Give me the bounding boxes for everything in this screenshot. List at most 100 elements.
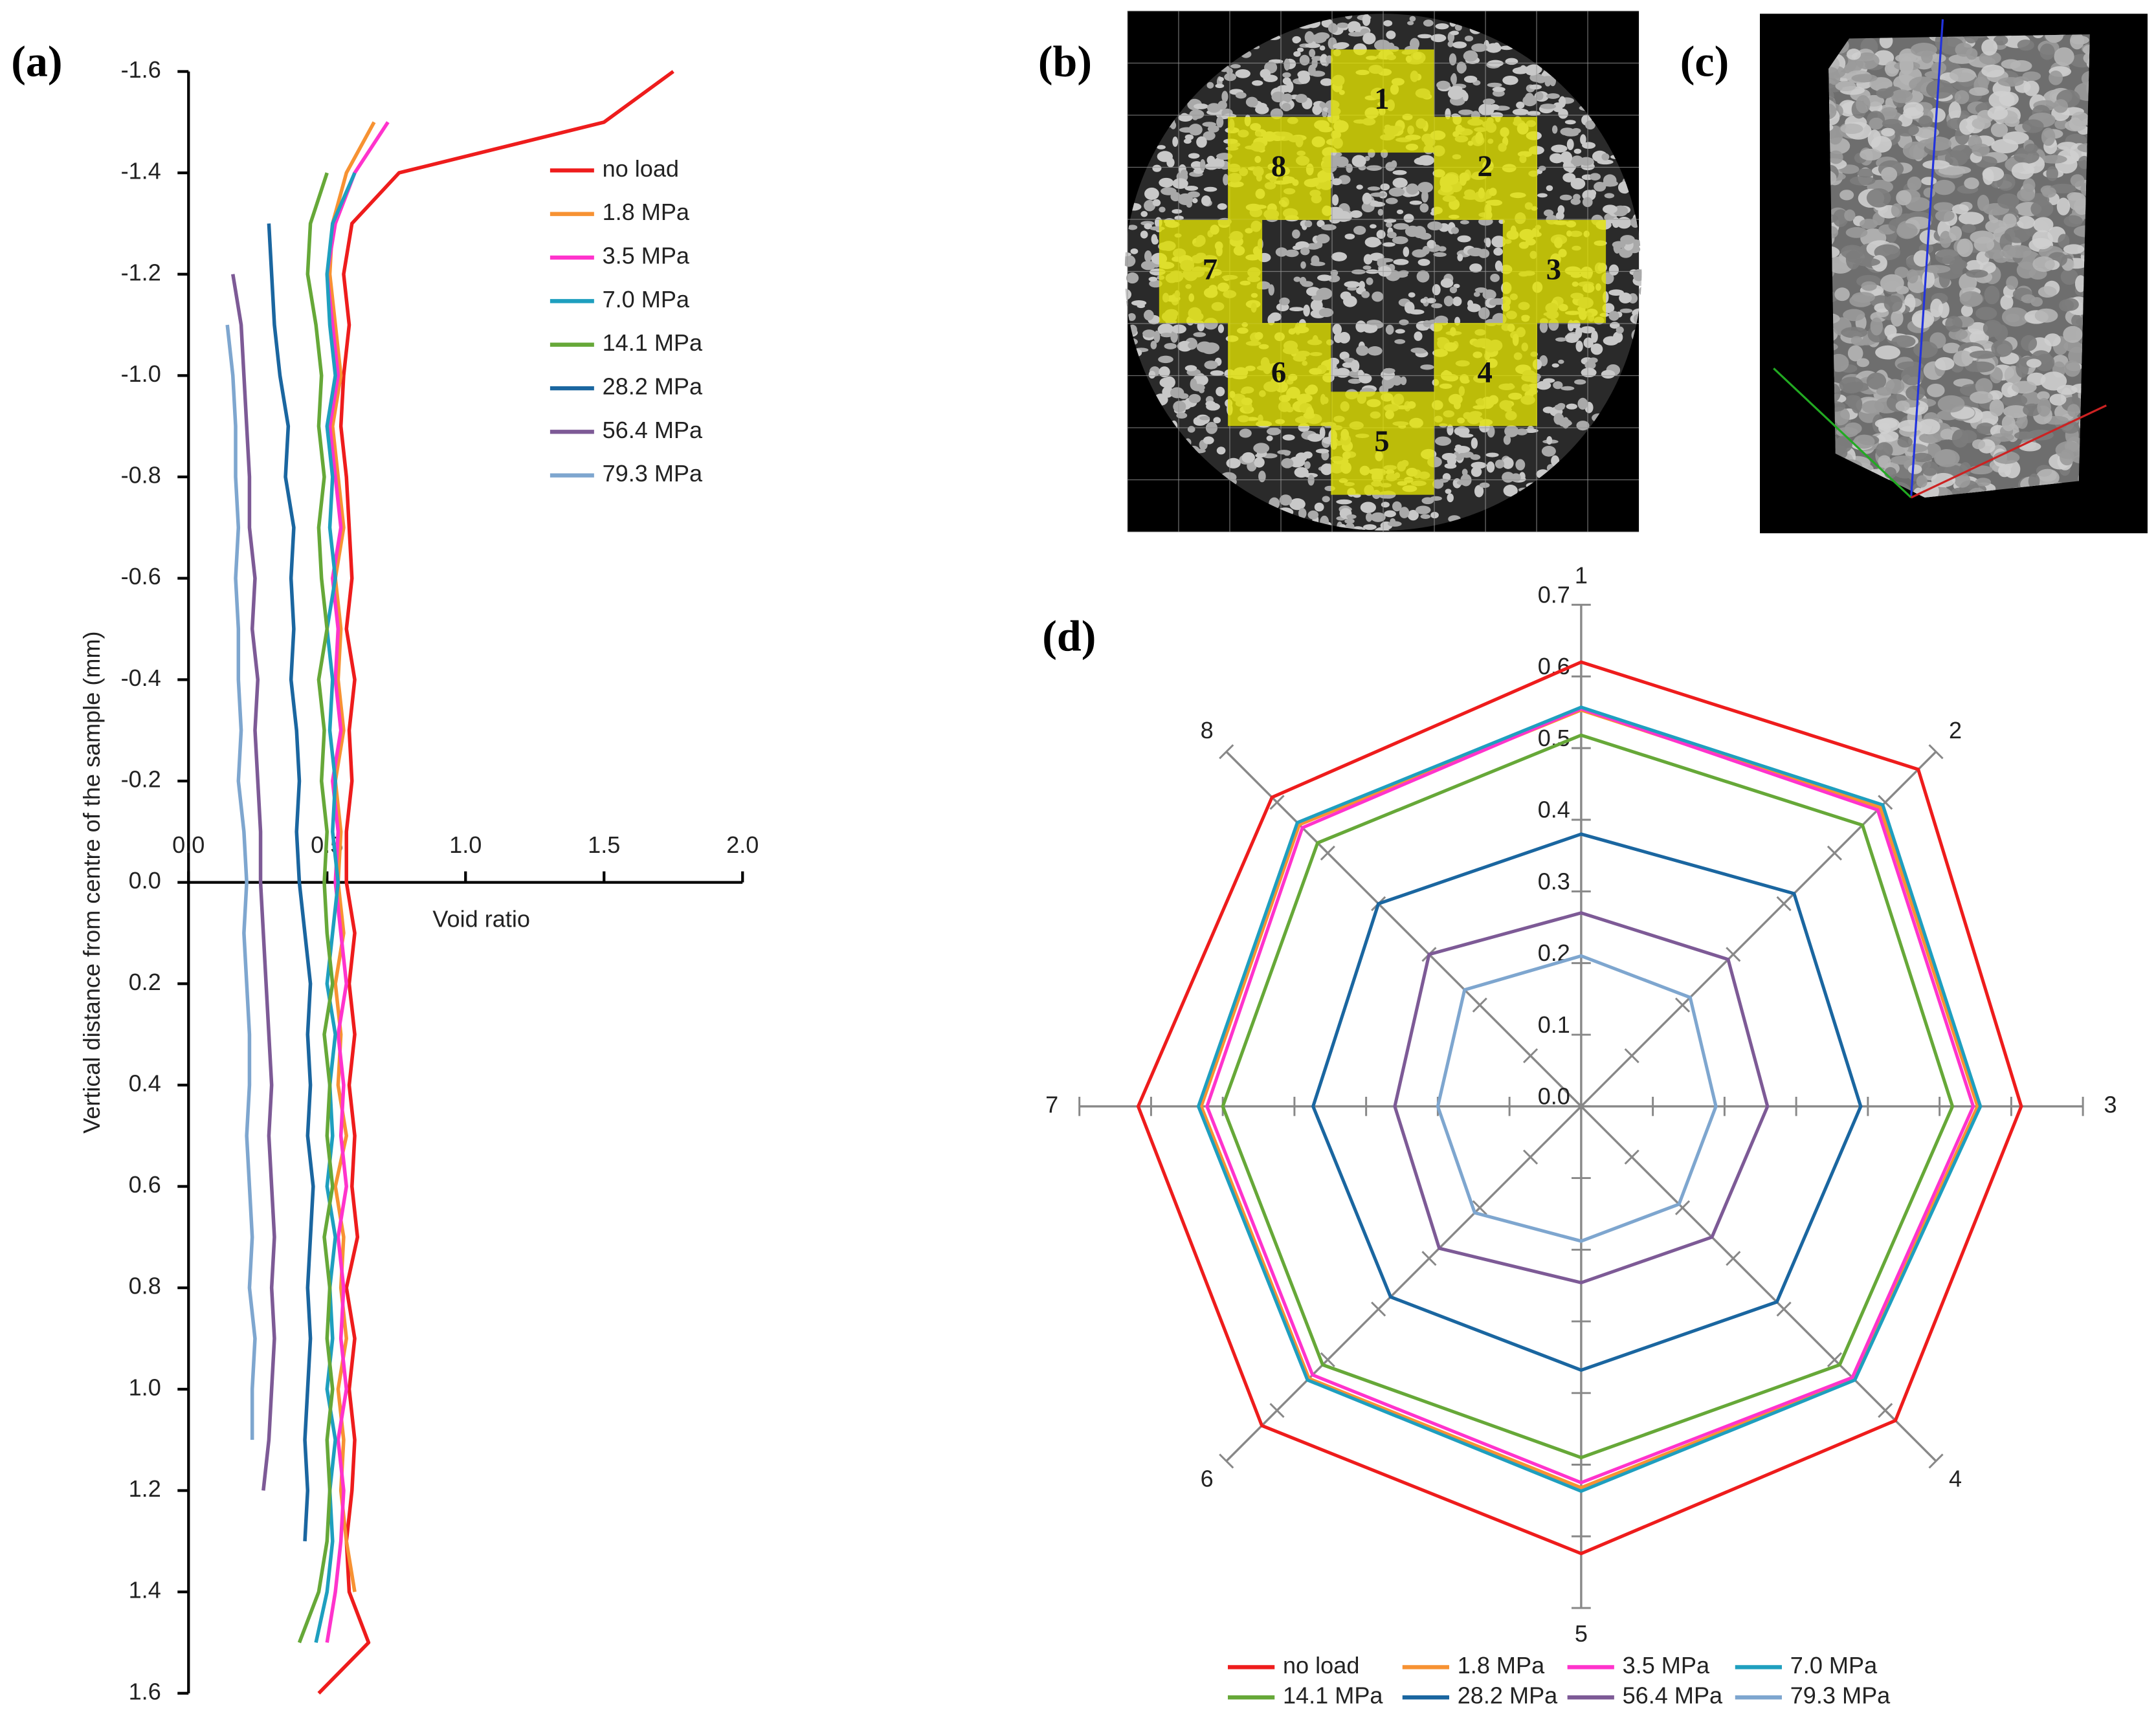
- grain: [1990, 433, 2014, 442]
- legend-label: 28.2 MPa: [603, 373, 703, 400]
- grain: [1851, 292, 1875, 303]
- grain: [2017, 39, 2034, 51]
- r-tick-label: 0.1: [1538, 1011, 1570, 1038]
- grain: [1924, 265, 1951, 274]
- region: [1434, 323, 1537, 426]
- grain: [1255, 453, 1265, 458]
- grain: [1361, 291, 1370, 298]
- axis-label: 7: [1045, 1091, 1058, 1118]
- axis-label: 2: [1949, 717, 1962, 743]
- grain: [1570, 155, 1584, 167]
- grain: [2070, 174, 2085, 187]
- grain: [1383, 20, 1393, 27]
- grain: [1218, 77, 1224, 82]
- grain: [1963, 34, 1979, 44]
- grain: [1309, 49, 1316, 58]
- grain: [1144, 223, 1152, 230]
- grain: [1566, 403, 1577, 410]
- grain: [2041, 127, 2056, 146]
- grain: [1471, 437, 1478, 449]
- grain: [1878, 455, 1891, 468]
- grain: [1260, 69, 1271, 79]
- grain: [2016, 358, 2029, 378]
- grain: [1916, 475, 1928, 488]
- legend-label: 3.5 MPa: [603, 243, 690, 269]
- grain: [1482, 289, 1496, 300]
- axis-x: [1773, 368, 1912, 499]
- grain: [1452, 41, 1467, 49]
- grain: [1400, 376, 1407, 386]
- radar-tick: [1472, 1200, 1487, 1216]
- grain: [1559, 420, 1572, 426]
- grain: [1495, 260, 1503, 272]
- grain: [1362, 14, 1371, 27]
- grain: [1557, 205, 1565, 215]
- grain: [1895, 400, 1910, 412]
- grain: [2049, 71, 2063, 85]
- grain: [1292, 229, 1300, 239]
- grain: [1447, 41, 1454, 47]
- grain: [1959, 272, 1977, 292]
- grain: [1993, 35, 2008, 46]
- grain: [1393, 259, 1409, 265]
- grain: [1270, 108, 1284, 120]
- grain: [1124, 300, 1128, 308]
- grain: [1857, 168, 1874, 178]
- grain: [1335, 42, 1350, 49]
- radar-tick: [1371, 1301, 1386, 1317]
- grain: [2016, 414, 2028, 429]
- grain: [1968, 135, 1983, 151]
- grain: [1221, 91, 1228, 103]
- grain: [1516, 102, 1525, 109]
- grain: [1467, 303, 1481, 313]
- radar-tick: [1878, 795, 1893, 810]
- grain: [1159, 366, 1170, 378]
- grain: [1172, 178, 1188, 189]
- grain: [1355, 320, 1366, 333]
- grain: [1632, 269, 1642, 281]
- region: [1331, 49, 1434, 153]
- grain: [1362, 524, 1377, 530]
- grain: [2067, 404, 2080, 417]
- grain: [1284, 58, 1291, 71]
- y-tick-label: 0.0: [129, 867, 161, 894]
- grain: [1828, 150, 1843, 164]
- grain: [1239, 428, 1252, 438]
- radar-axis: [1225, 1105, 1583, 1462]
- grain: [1951, 204, 1969, 214]
- radar-tick: [1472, 997, 1487, 1013]
- grain: [1537, 193, 1548, 198]
- grain: [2058, 299, 2074, 312]
- grain: [1536, 380, 1551, 390]
- y-tick-label: -1.2: [121, 259, 161, 285]
- grain: [1486, 461, 1495, 473]
- grain: [2083, 44, 2090, 56]
- grain: [1553, 381, 1563, 390]
- grain: [1906, 269, 1918, 283]
- grain: [1544, 78, 1551, 87]
- grain: [1546, 435, 1553, 445]
- grain: [1454, 445, 1471, 453]
- radar-tick: [1624, 1048, 1639, 1064]
- grain: [1464, 35, 1474, 42]
- grain: [1433, 252, 1447, 258]
- grain: [1492, 87, 1506, 93]
- grain: [1921, 177, 1937, 186]
- grain: [1850, 336, 1863, 346]
- grain: [1320, 224, 1337, 231]
- legend-label: 79.3 MPa: [1790, 1682, 1891, 1709]
- grain: [1540, 104, 1557, 109]
- profile-line: [225, 324, 257, 1440]
- grain: [1161, 333, 1173, 338]
- grain: [1859, 219, 1878, 229]
- grain: [1196, 136, 1207, 148]
- grain: [1991, 340, 2013, 357]
- grain: [1603, 174, 1617, 187]
- grain: [1921, 461, 1939, 476]
- grain: [1457, 254, 1463, 261]
- grain: [1382, 242, 1395, 247]
- y-tick-label: -0.4: [121, 665, 161, 691]
- grain: [2063, 325, 2083, 343]
- grain: [2001, 415, 2016, 432]
- grain: [1420, 514, 1431, 519]
